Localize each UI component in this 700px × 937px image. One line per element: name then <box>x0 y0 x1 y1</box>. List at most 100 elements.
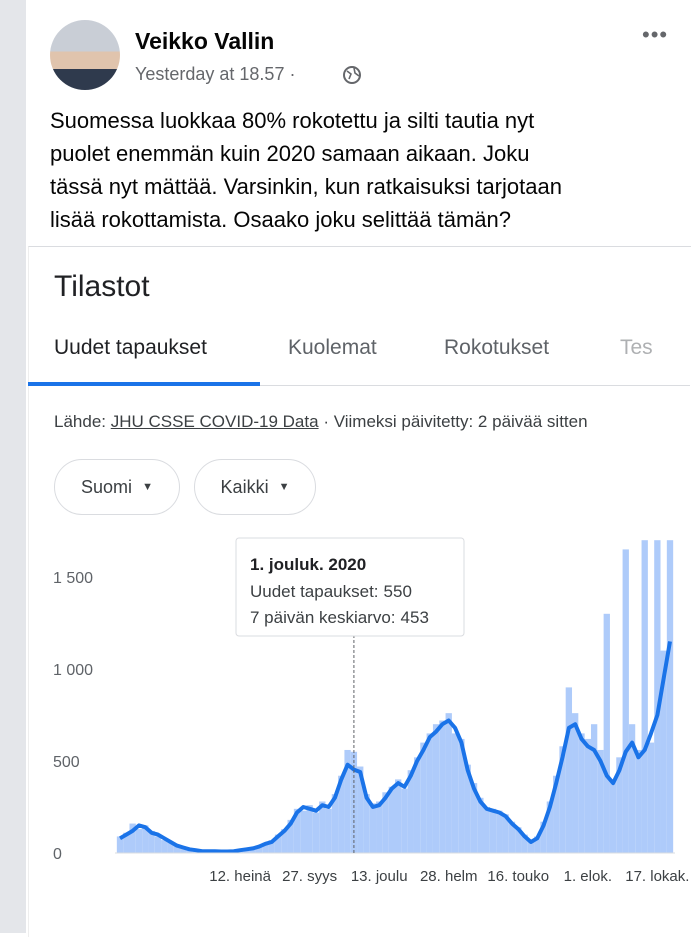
filter-label: Suomi <box>81 476 133 497</box>
post-line: tässä nyt mättää. Varsinkin, kun ratkais… <box>50 174 562 199</box>
tooltip-row: Uudet tapaukset: 550 <box>250 582 412 601</box>
card-title: Tilastot <box>54 270 150 303</box>
globe-icon <box>343 66 361 84</box>
tab[interactable]: Kuolemat <box>288 336 377 359</box>
y-tick-label: 1 500 <box>53 570 93 587</box>
bar <box>142 825 149 853</box>
bar <box>123 832 130 853</box>
bar <box>262 842 269 853</box>
bar <box>553 775 560 853</box>
bar <box>154 836 162 853</box>
x-tick-label: 27. syys <box>282 868 337 885</box>
bar <box>180 847 187 853</box>
bar <box>660 650 667 853</box>
bar <box>401 788 408 853</box>
filter-dropdown[interactable]: Kaikki ▼ <box>194 459 316 515</box>
bar <box>395 779 402 853</box>
avatar[interactable] <box>50 20 120 90</box>
bar <box>584 738 591 853</box>
side-strip <box>0 0 26 933</box>
bar <box>439 720 446 853</box>
bar <box>647 742 655 853</box>
author[interactable]: Veikko Vallin <box>135 28 275 54</box>
bar <box>432 724 440 853</box>
more-button[interactable]: ••• <box>642 22 669 47</box>
bar <box>338 775 345 853</box>
y-tick-label: 0 <box>53 846 62 863</box>
tooltip-label: Uudet tapaukset: <box>250 582 379 601</box>
bar <box>300 810 307 853</box>
bar <box>116 836 124 853</box>
bar <box>597 749 604 853</box>
bar <box>666 540 674 853</box>
bar <box>578 733 585 853</box>
filter-dropdown[interactable]: Suomi ▼ <box>54 459 180 515</box>
tab[interactable]: Rokotukset <box>444 336 550 359</box>
bar <box>464 764 471 853</box>
bar <box>161 840 168 853</box>
x-tick-label: 17. lokak. <box>625 868 689 885</box>
tab-indicator <box>28 382 260 386</box>
post-time[interactable]: Yesterday at 18.57 · <box>135 64 296 84</box>
bar <box>407 770 414 853</box>
source-link[interactable]: JHU CSSE COVID-19 Data <box>110 412 319 431</box>
bar <box>527 840 535 853</box>
bar <box>559 746 566 853</box>
bar <box>616 757 623 853</box>
bar <box>445 713 452 853</box>
bar <box>483 807 490 853</box>
bar <box>312 812 320 853</box>
y-tick-label: 500 <box>53 754 80 771</box>
bar <box>173 844 181 853</box>
bar <box>609 779 617 853</box>
bar <box>293 808 301 853</box>
bar <box>388 786 395 853</box>
bar <box>521 834 528 853</box>
bar <box>451 733 459 853</box>
source-prefix: Lähde: <box>54 412 106 431</box>
bar <box>281 829 288 853</box>
dropdown-arrow: ▼ <box>142 481 153 493</box>
bar <box>363 794 370 853</box>
bar <box>319 801 326 853</box>
bar <box>540 821 547 853</box>
bar <box>565 687 573 853</box>
post-text: Suomessa luokkaa 80% rokotettu ja silti … <box>50 104 562 236</box>
bar <box>382 792 389 853</box>
bar <box>622 549 629 853</box>
bar <box>287 819 294 853</box>
x-tick-label: 16. touko <box>487 868 549 885</box>
tooltip-date: 1. jouluk. 2020 <box>250 555 366 574</box>
bar <box>426 733 433 853</box>
bar <box>274 834 282 853</box>
bar <box>268 840 275 853</box>
bar <box>502 814 509 853</box>
bar <box>344 749 351 853</box>
tab[interactable]: Uudet tapaukset <box>54 336 207 359</box>
bar <box>255 845 263 853</box>
tab[interactable]: Tes <box>620 336 653 359</box>
bar <box>135 829 143 853</box>
x-tick-label: 1. elok. <box>564 868 612 885</box>
y-tick-label: 1 000 <box>53 662 93 679</box>
bar <box>306 805 313 853</box>
bar <box>325 808 332 853</box>
bar <box>167 841 174 853</box>
bar <box>572 713 579 853</box>
bar <box>470 783 478 853</box>
bar <box>129 823 136 853</box>
tooltip-label: 7 päivän keskiarvo: <box>250 608 396 627</box>
stats-card <box>28 246 691 937</box>
bar <box>534 836 541 853</box>
bar <box>420 742 427 853</box>
post-line: puolet enemmän kuin 2020 samaan aikaan. … <box>50 141 530 166</box>
dropdown-arrow: ▼ <box>278 481 290 493</box>
tooltip-row: 7 päivän keskiarvo: 453 <box>250 608 429 627</box>
tooltip-value: 453 <box>401 608 429 627</box>
x-tick-label: 13. joulu <box>351 868 408 885</box>
bar <box>654 540 661 853</box>
bar <box>515 827 522 853</box>
bar <box>546 801 554 853</box>
bar <box>603 613 610 853</box>
